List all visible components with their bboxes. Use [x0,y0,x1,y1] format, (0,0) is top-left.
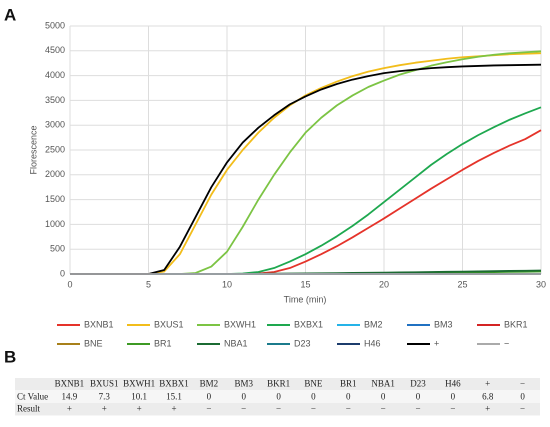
legend-label: BR1 [154,338,172,348]
table-cell: 7.3 [99,391,111,401]
table-row [15,391,540,404]
table-header: BNE [304,378,323,388]
table-cell: + [67,403,72,413]
table-header: BM3 [234,378,253,388]
table-cell: 6.8 [482,391,494,401]
legend-label: H46 [364,338,381,348]
y-tick-label: 4000 [45,70,65,80]
legend-label: BM3 [434,319,453,329]
legend-label: BXNB1 [84,319,114,329]
legend-label: BXBX1 [294,319,323,329]
x-tick-label: 10 [222,279,232,289]
table-header: − [520,378,525,388]
table-header: NBA1 [371,378,395,388]
table-cell: 0 [346,391,351,401]
x-tick-label: 20 [379,279,389,289]
legend-label: BM2 [364,319,383,329]
y-tick-label: 500 [50,244,65,254]
y-tick-label: 2000 [45,169,65,179]
table-cell: − [381,403,386,413]
x-axis-label: Time (min) [284,294,327,304]
table-cell: + [485,403,490,413]
table-cell: Ct Value [17,391,48,401]
table-header: BXNB1 [55,378,85,388]
table-cell: − [241,403,246,413]
y-tick-label: 4500 [45,45,65,55]
x-tick-label: 15 [300,279,310,289]
legend-label: − [504,338,509,348]
table-row [15,403,540,416]
y-tick-label: 0 [60,268,65,278]
table-cell: + [137,403,142,413]
table-cell: − [520,403,525,413]
y-axis-label: Florescence [28,125,38,174]
table-cell: − [311,403,316,413]
x-tick-label: 0 [67,279,72,289]
panel-label: B [4,347,16,366]
legend-label: D23 [294,338,311,348]
table-cell: 0 [241,391,246,401]
table-cell: − [450,403,455,413]
y-tick-label: 3500 [45,95,65,105]
legend-label: BKR1 [504,319,528,329]
table-cell: − [276,403,281,413]
panel-label: A [4,5,16,24]
y-tick-label: 1000 [45,219,65,229]
x-tick-label: 30 [536,279,546,289]
table-cell: − [415,403,420,413]
table-cell: + [171,403,176,413]
table-header: BR1 [340,378,357,388]
table-cell: 10.1 [131,391,147,401]
table-header: H46 [445,378,461,388]
table-cell: + [102,403,107,413]
table-cell: 0 [207,391,212,401]
x-tick-label: 25 [457,279,467,289]
table-cell: 15.1 [166,391,182,401]
table-header: BXWH1 [123,378,155,388]
table-header: BXBX1 [159,378,189,388]
table-header: BXUS1 [90,378,119,388]
table-cell: − [346,403,351,413]
table-cell: − [206,403,211,413]
table-cell: 0 [416,391,421,401]
y-tick-label: 2500 [45,144,65,154]
legend-label: BXUS1 [154,319,184,329]
table-cell: 0 [276,391,281,401]
legend-label: + [434,338,439,348]
y-tick-label: 3000 [45,120,65,130]
table-cell: Result [17,403,41,413]
table-cell: 0 [451,391,456,401]
y-tick-label: 1500 [45,194,65,204]
table-cell: 14.9 [62,391,78,401]
legend-label: NBA1 [224,338,248,348]
y-tick-label: 5000 [45,20,65,30]
table-header: BKR1 [267,378,290,388]
table-row [15,378,540,391]
table-header: + [485,378,490,388]
table-header: BM2 [200,378,219,388]
x-tick-label: 5 [146,279,151,289]
legend-label: BXWH1 [224,319,256,329]
legend-label: BNE [84,338,103,348]
table-cell: 0 [381,391,386,401]
table-header: D23 [410,378,426,388]
table-cell: 0 [520,391,525,401]
table-cell: 0 [311,391,316,401]
